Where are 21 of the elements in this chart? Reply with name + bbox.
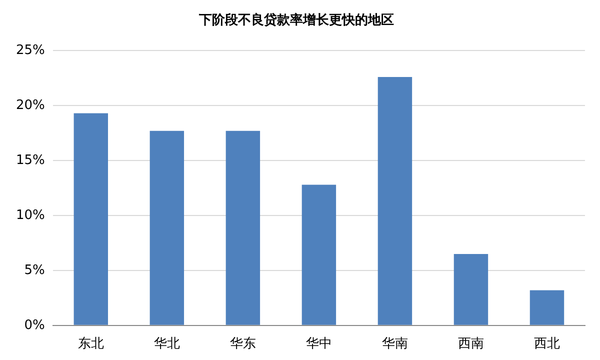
x-tick-label: 东北 — [78, 336, 104, 352]
y-tick-label: 25% — [16, 42, 45, 58]
x-tick-label: 西南 — [458, 336, 484, 352]
x-tick-label: 华东 — [230, 336, 256, 352]
bar — [226, 130, 260, 325]
x-tick-label: 华北 — [154, 336, 180, 352]
bar — [454, 254, 488, 325]
bar — [302, 184, 336, 325]
y-tick-label: 5% — [24, 262, 45, 278]
y-tick-label: 10% — [16, 208, 45, 223]
bar — [150, 130, 184, 325]
bar — [530, 290, 564, 325]
x-tick-label: 华南 — [382, 336, 408, 352]
y-tick-label: 0% — [24, 318, 45, 333]
bar — [74, 113, 108, 325]
bar — [378, 76, 412, 325]
y-tick-label: 15% — [16, 152, 45, 168]
x-tick-label: 西北 — [534, 336, 560, 352]
y-tick-label: 20% — [16, 98, 45, 113]
chart-title: 下阶段不良贷款率增长更快的地区 — [198, 12, 394, 28]
x-tick-label: 华中 — [306, 336, 332, 352]
